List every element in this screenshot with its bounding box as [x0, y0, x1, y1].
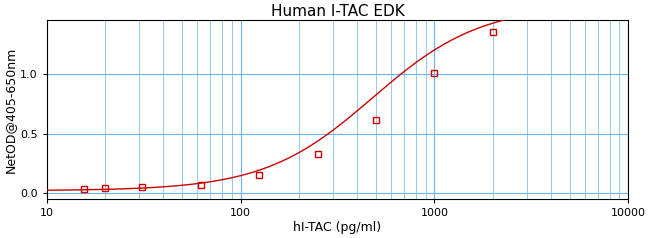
- Y-axis label: NetOD@405-650nm: NetOD@405-650nm: [4, 47, 17, 173]
- Title: Human I-TAC EDK: Human I-TAC EDK: [270, 4, 404, 19]
- X-axis label: hI-TAC (pg/ml): hI-TAC (pg/ml): [293, 221, 382, 234]
